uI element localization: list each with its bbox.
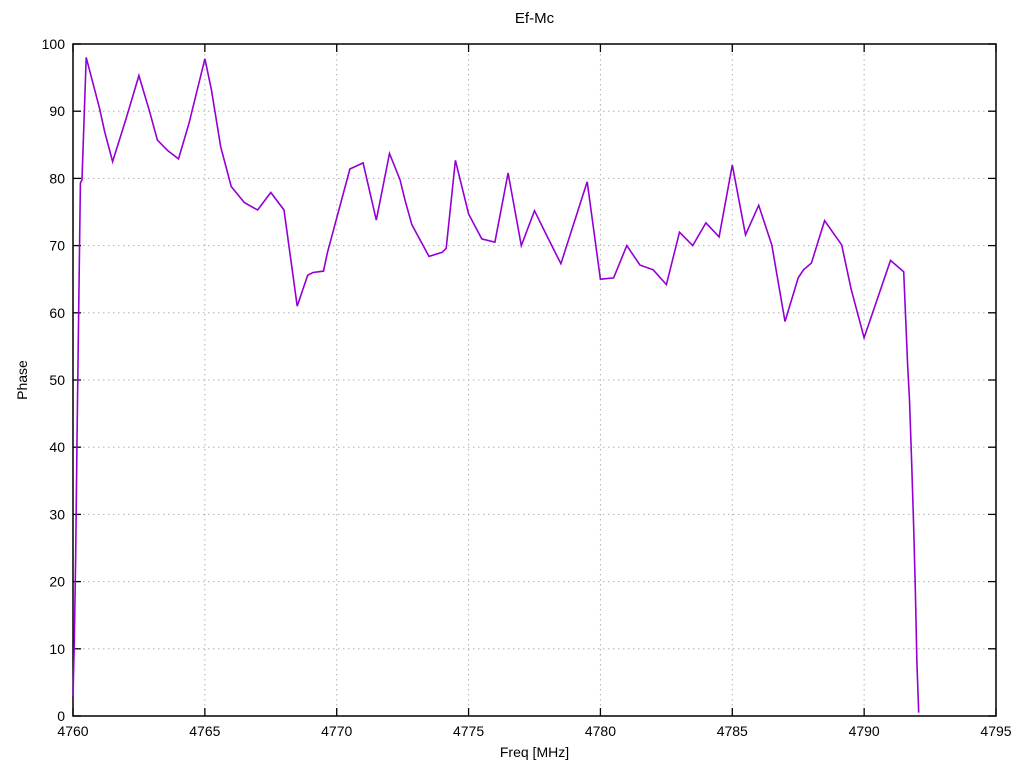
y-axis-label: Phase: [14, 360, 30, 400]
x-tick-label-4765: 4765: [189, 723, 220, 739]
y-tick-label-60: 60: [49, 305, 65, 321]
x-axis-label: Freq [MHz]: [499, 744, 570, 760]
y-tick-label-70: 70: [49, 238, 65, 254]
y-tick-label-0: 0: [57, 708, 65, 724]
y-tick-label-100: 100: [42, 36, 66, 52]
x-tick-label-4760: 4760: [57, 723, 88, 739]
chart-title: Ef-Mc: [514, 10, 555, 27]
y-tick-label-40: 40: [49, 439, 65, 455]
data-line: [72, 57, 920, 713]
y-tick-label-30: 30: [49, 506, 65, 522]
x-tick-label-4785: 4785: [717, 723, 748, 739]
y-tick-label-10: 10: [49, 641, 65, 657]
y-tick-label-20: 20: [49, 574, 65, 590]
y-tick-label-90: 90: [49, 103, 65, 119]
x-tick-label-4780: 4780: [585, 723, 616, 739]
y-tick-label-50: 50: [49, 372, 65, 388]
x-tick-label-4775: 4775: [453, 723, 484, 739]
x-tick-label-4795: 4795: [980, 723, 1011, 739]
y-tick-label-80: 80: [49, 170, 65, 186]
x-tick-label-4770: 4770: [321, 723, 352, 739]
x-tick-label-4790: 4790: [849, 723, 880, 739]
